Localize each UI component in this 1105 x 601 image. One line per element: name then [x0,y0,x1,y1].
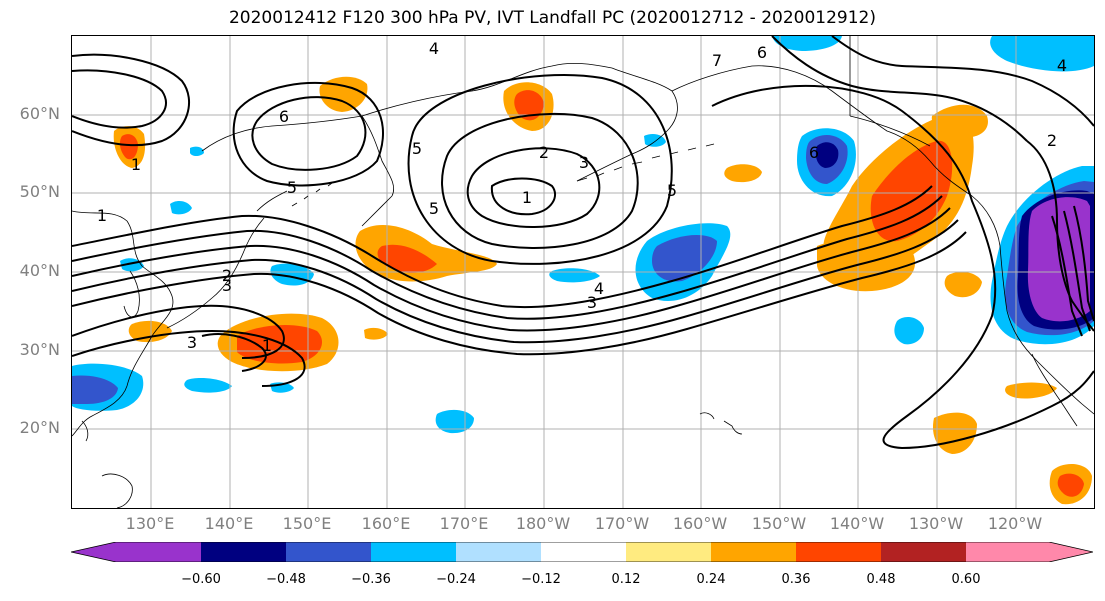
contour-label: 3 [587,293,597,312]
pv-contours [72,36,1094,450]
lon-label-140e: 140°E [204,514,254,533]
lon-label-140w: 140°W [829,514,885,533]
contour-label: 4 [594,279,604,298]
negative-anomaly-shading [644,134,666,147]
colorbar-tick: 0.24 [696,572,726,587]
contour-label: 4 [429,39,439,58]
colorbar-segment [371,542,456,562]
colorbar-tick: −0.48 [266,572,306,587]
positive-anomaly-shading [377,244,437,273]
lon-label-150e: 150°E [282,514,332,533]
lat-label-40n: 40°N [19,261,60,280]
negative-anomaly-shading [170,200,192,215]
lat-label-30n: 30°N [19,340,60,359]
positive-anomaly-shading [128,320,172,343]
contour-label: 3 [579,153,589,172]
negative-anomaly-shading [72,375,118,404]
lon-label-130e: 130°E [125,514,175,533]
colorbar-tick: 0.60 [951,572,981,587]
positive-anomaly-shading [364,327,388,340]
positive-anomaly-shading [870,140,953,242]
colorbar-tick: −0.60 [181,572,221,587]
negative-anomaly-shading [990,36,1094,72]
coastlines [72,36,1094,508]
negative-anomaly-shading [815,142,839,168]
contour-label: 3 [222,276,232,295]
lon-label-160w: 160°W [672,514,728,533]
negative-anomaly-shading [894,316,924,345]
contour-label: 3 [187,333,197,352]
contour-label: 5 [287,178,297,197]
negative-anomaly-shading [772,36,842,51]
contour-label: 1 [131,155,141,174]
colorbar-segment [881,542,966,562]
positive-anomaly-shading [724,164,762,183]
positive-anomaly-shading [931,104,988,138]
map-panel: 4 6 7 6 5 5 2 3 1 5 5 6 2 1 1 2 3 4 3 1 … [71,35,1095,509]
contour-label: 5 [429,199,439,218]
colorbar [71,542,1093,562]
negative-anomaly-shading [184,378,232,393]
contour-label: 1 [522,188,532,207]
colorbar-segment [456,542,541,562]
colorbar-segment [711,542,796,562]
positive-anomaly-shading [1057,473,1084,497]
map-title: 2020012412 F120 300 hPa PV, IVT Landfall… [228,8,876,28]
colorbar-segment [966,542,1093,562]
lat-label-50n: 50°N [19,182,60,201]
lat-label-60n: 60°N [19,104,60,123]
positive-anomaly-shading [514,90,544,121]
negative-anomaly-shading [549,268,600,283]
colorbar-segment [541,542,626,562]
positive-anomaly-shading [237,324,322,364]
contour-labels: 4 6 7 6 5 5 2 3 1 5 5 6 2 1 1 2 3 4 3 1 … [97,39,1067,355]
positive-anomaly-shading [319,76,368,112]
lat-label-20n: 20°N [19,418,60,437]
contour-label: 6 [809,143,819,162]
contour-label: 4 [1057,56,1067,75]
map-canvas: 4 6 7 6 5 5 2 3 1 5 5 6 2 1 1 2 3 4 3 1 … [72,36,1094,508]
positive-anomaly-shading [932,412,977,454]
colorbar-segment [201,542,286,562]
colorbar-segment [71,542,201,562]
contour-label: 1 [262,336,272,355]
colorbar-tick: 0.36 [781,572,811,587]
lon-label-120w: 120°W [987,514,1043,533]
lon-label-130w: 130°W [908,514,964,533]
contour-label: 6 [279,107,289,126]
positive-anomaly-shading [119,134,138,160]
colorbar-tick: 0.48 [866,572,896,587]
contour-label: 6 [757,43,767,62]
contour-label: 2 [1047,131,1057,150]
lon-label-170e: 170°E [439,514,489,533]
positive-anomaly-shading [817,240,916,292]
colorbar-tick: −0.12 [521,572,561,587]
contour-label: 5 [667,181,677,200]
lon-label-170w: 170°W [594,514,650,533]
lon-label-150w: 150°W [751,514,807,533]
colorbar-tick: 0.12 [611,572,641,587]
contour-label: 2 [222,266,232,285]
colorbar-tick: −0.24 [436,572,476,587]
contour-label: 5 [412,139,422,158]
colorbar-segment [796,542,881,562]
contour-label: 7 [712,51,722,70]
contour-label: 2 [539,143,549,162]
positive-anomaly-shading [1005,382,1057,399]
positive-anomaly-shading [944,271,982,298]
colorbar-segment [286,542,371,562]
negative-anomaly-shading [190,146,204,156]
contour-label: 1 [97,206,107,225]
colorbar-segment [626,542,711,562]
lon-label-180w: 180°W [515,514,571,533]
negative-anomaly-shading [435,409,474,434]
colorbar-tick: −0.36 [351,572,391,587]
lon-label-160e: 160°E [361,514,411,533]
